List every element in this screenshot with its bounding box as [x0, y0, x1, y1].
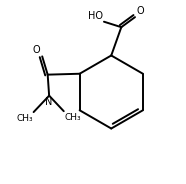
Text: N: N	[45, 97, 53, 107]
Text: O: O	[32, 45, 40, 55]
Text: CH₃: CH₃	[65, 113, 81, 122]
Text: HO: HO	[88, 11, 103, 21]
Text: CH₃: CH₃	[16, 114, 33, 123]
Text: O: O	[137, 6, 144, 16]
